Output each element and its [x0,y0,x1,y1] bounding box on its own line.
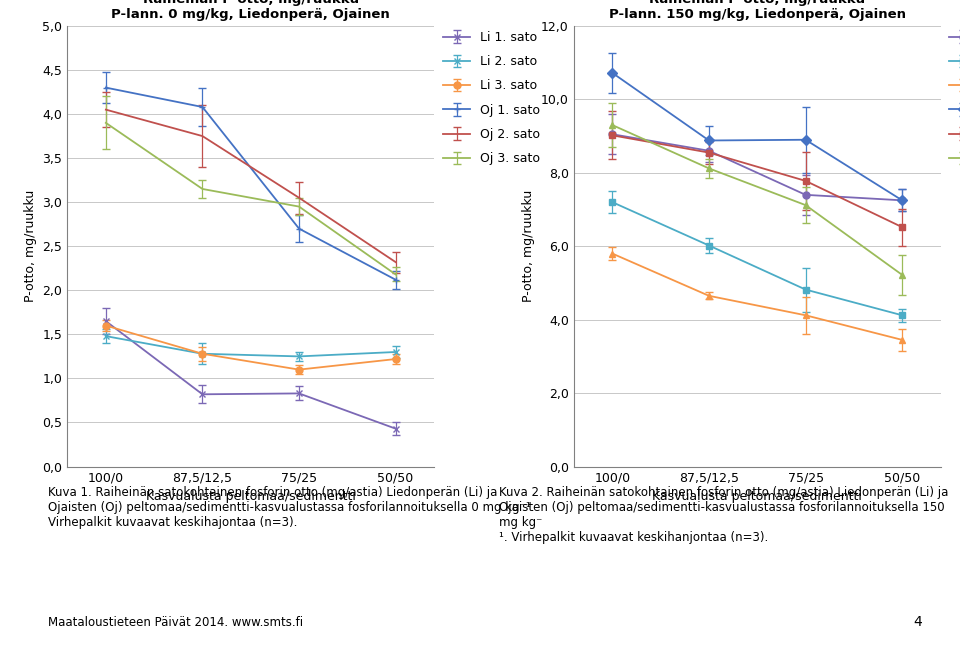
X-axis label: Kasvualusta peltomaa/sedimentti: Kasvualusta peltomaa/sedimentti [146,490,355,503]
Text: Kuva 2. Raiheinän satokohtainen fosforin otto (mg/astia) Liedonperän (Li) ja
Oja: Kuva 2. Raiheinän satokohtainen fosforin… [499,486,948,544]
Legend: Li 1. sato, Li 2. sato, Li 3. sato, Oj 1. sato, Oj 2. sato, Oj 3. sato: Li 1. sato, Li 2. sato, Li 3. sato, Oj 1… [945,26,960,170]
Y-axis label: P-otto, mg/ruukku: P-otto, mg/ruukku [522,190,536,303]
Legend: Li 1. sato, Li 2. sato, Li 3. sato, Oj 1. sato, Oj 2. sato, Oj 3. sato: Li 1. sato, Li 2. sato, Li 3. sato, Oj 1… [438,26,545,170]
Y-axis label: P-otto, mg/ruukku: P-otto, mg/ruukku [24,190,36,303]
X-axis label: Kasvualusta peltomaa/sedimentti: Kasvualusta peltomaa/sedimentti [653,490,862,503]
Text: Maataloustieteen Päivät 2014. www.smts.fi: Maataloustieteen Päivät 2014. www.smts.f… [48,616,303,629]
Text: Kuva 1. Raiheinän satokohtainen fosforin otto (mg/astia) Liedonperän (Li) ja
Oja: Kuva 1. Raiheinän satokohtainen fosforin… [48,486,535,529]
Text: 4: 4 [913,614,922,629]
Title: Raiheinän P-otto, mg/ruukku
P-lann. 150 mg/kg, Liedonperä, Ojainen: Raiheinän P-otto, mg/ruukku P-lann. 150 … [609,0,906,21]
Title: Raiheinän P-otto, mg/ruukku
P-lann. 0 mg/kg, Liedonperä, Ojainen: Raiheinän P-otto, mg/ruukku P-lann. 0 mg… [111,0,390,21]
